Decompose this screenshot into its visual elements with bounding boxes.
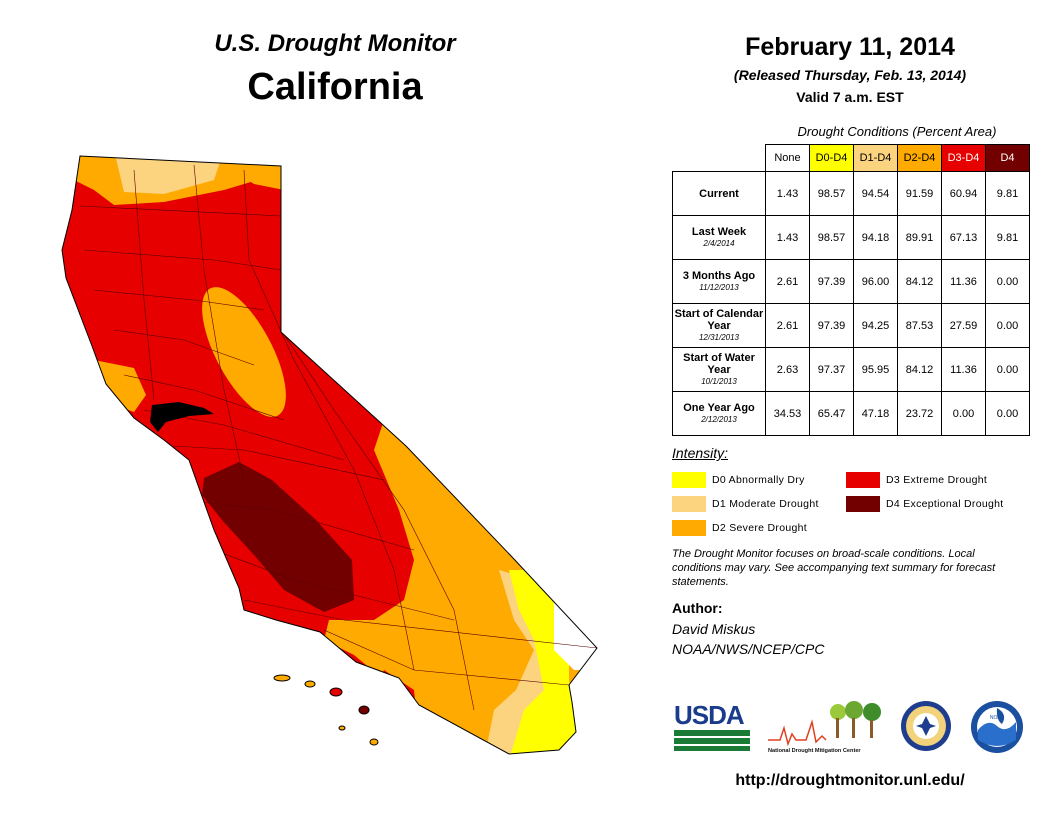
value-cell: 94.54 xyxy=(853,171,898,216)
value-cell: 2.61 xyxy=(765,303,810,348)
value-cell: 94.25 xyxy=(853,303,898,348)
channel-islands xyxy=(273,674,379,746)
value-cell: 91.59 xyxy=(897,171,942,216)
sf-bay xyxy=(150,402,214,432)
table-row: One Year Ago 2/12/2013 34.53 65.47 47.18 … xyxy=(672,391,1030,436)
d2-coast-region xyxy=(94,360,146,412)
website-url[interactable]: http://droughtmonitor.unl.edu/ xyxy=(735,772,965,789)
value-cell: 1.43 xyxy=(765,215,810,260)
author-org: NOAA/NWS/NCEP/CPC xyxy=(672,641,825,657)
value-cell: 0.00 xyxy=(985,259,1030,304)
col-header-d1-d4: D1-D4 xyxy=(853,144,898,172)
value-cell: 11.36 xyxy=(941,347,986,392)
value-cell: 97.39 xyxy=(809,259,854,304)
col-header-d0-d4: D0-D4 xyxy=(809,144,854,172)
table-header-row: None D0-D4 D1-D4 D2-D4 D3-D4 D4 xyxy=(673,144,1030,172)
legend-swatch-d4 xyxy=(846,496,880,512)
value-cell: 98.57 xyxy=(809,215,854,260)
legend-swatch-d2 xyxy=(672,520,706,536)
state-outline xyxy=(61,155,598,755)
value-cell: 65.47 xyxy=(809,391,854,436)
legend-swatch-d0 xyxy=(672,472,706,488)
svg-text:National Drought Mitigation Ce: National Drought Mitigation Center xyxy=(768,748,861,754)
state-title: California xyxy=(247,66,423,108)
value-cell: 97.37 xyxy=(809,347,854,392)
value-cell: 2.63 xyxy=(765,347,810,392)
table-row: Last Week 2/4/2014 1.43 98.57 94.18 89.91… xyxy=(672,215,1030,260)
legend-label-d1: D1 Moderate Drought xyxy=(712,498,819,510)
release-date: (Released Thursday, Feb. 13, 2014) xyxy=(733,67,967,83)
california-drought-map xyxy=(61,155,598,755)
table-row: Start of Calendar Year 12/31/2013 2.61 97… xyxy=(672,303,1030,348)
col-header-d4: D4 xyxy=(985,144,1030,172)
author-heading: Author: xyxy=(672,600,723,616)
row-label: Last Week 2/4/2014 xyxy=(672,215,766,260)
d4-region xyxy=(202,462,354,612)
usda-logo: USDA xyxy=(674,702,750,752)
legend-swatch-d3 xyxy=(846,472,880,488)
conditions-table: None D0-D4 D1-D4 D2-D4 D3-D4 D4 Current … xyxy=(672,144,1030,436)
conditions-title: Drought Conditions (Percent Area) xyxy=(797,124,997,139)
value-cell: 9.81 xyxy=(985,171,1030,216)
value-cell: 84.12 xyxy=(897,347,942,392)
row-label: Start of Water Year 10/1/2013 xyxy=(672,347,766,392)
value-cell: 96.00 xyxy=(853,259,898,304)
value-cell: 95.95 xyxy=(853,347,898,392)
value-cell: 89.91 xyxy=(897,215,942,260)
value-cell: 84.12 xyxy=(897,259,942,304)
value-cell: 0.00 xyxy=(985,347,1030,392)
row-label: One Year Ago 2/12/2013 xyxy=(672,391,766,436)
legend-title: Intensity: xyxy=(672,445,729,461)
valid-time: Valid 7 a.m. EST xyxy=(796,89,904,105)
d0-southeast-region xyxy=(509,570,594,754)
usda-logo-stripes xyxy=(674,730,750,736)
disclaimer-note: The Drought Monitor focuses on broad-sca… xyxy=(672,548,996,588)
row-label: Current xyxy=(672,171,766,216)
map-date: February 11, 2014 xyxy=(745,33,955,61)
value-cell: 11.36 xyxy=(941,259,986,304)
ndmc-logo: National Drought Mitigation Center xyxy=(768,701,881,754)
value-cell: 67.13 xyxy=(941,215,986,260)
value-cell: 0.00 xyxy=(985,303,1030,348)
author-name: David Miskus xyxy=(672,621,756,637)
value-cell: 87.53 xyxy=(897,303,942,348)
county-lines xyxy=(79,164,597,711)
col-header-d3-d4: D3-D4 xyxy=(941,144,986,172)
legend-label-d0: D0 Abnormally Dry xyxy=(712,474,805,486)
value-cell: 2.61 xyxy=(765,259,810,304)
col-header-none: None xyxy=(765,144,810,172)
monitor-title: U.S. Drought Monitor xyxy=(214,30,456,57)
row-label: 3 Months Ago 11/12/2013 xyxy=(672,259,766,304)
legend-label-d3: D3 Extreme Drought xyxy=(886,474,988,486)
commerce-seal-logo xyxy=(901,701,951,751)
header-blank-cell xyxy=(673,145,766,172)
legend-label-d2: D2 Severe Drought xyxy=(712,522,807,534)
svg-text:NOAA: NOAA xyxy=(990,715,1005,721)
value-cell: 27.59 xyxy=(941,303,986,348)
noaa-logo: NOAA xyxy=(971,701,1023,753)
value-cell: 47.18 xyxy=(853,391,898,436)
value-cell: 60.94 xyxy=(941,171,986,216)
legend-swatch-d1 xyxy=(672,496,706,512)
value-cell: 23.72 xyxy=(897,391,942,436)
value-cell: 98.57 xyxy=(809,171,854,216)
usda-logo-text: USDA xyxy=(674,700,745,730)
value-cell: 1.43 xyxy=(765,171,810,216)
legend-label-d4: D4 Exceptional Drought xyxy=(886,498,1004,510)
table-row: 3 Months Ago 11/12/2013 2.61 97.39 96.00 … xyxy=(672,259,1030,304)
value-cell: 97.39 xyxy=(809,303,854,348)
col-header-d2-d4: D2-D4 xyxy=(897,144,942,172)
value-cell: 9.81 xyxy=(985,215,1030,260)
value-cell: 0.00 xyxy=(985,391,1030,436)
table-row: Start of Water Year 10/1/2013 2.63 97.37 … xyxy=(672,347,1030,392)
value-cell: 34.53 xyxy=(765,391,810,436)
value-cell: 0.00 xyxy=(941,391,986,436)
table-row: Current 1.43 98.57 94.54 91.59 60.94 9.8… xyxy=(672,171,1030,216)
row-label: Start of Calendar Year 12/31/2013 xyxy=(672,303,766,348)
value-cell: 94.18 xyxy=(853,215,898,260)
d2-sierra-region xyxy=(202,287,286,417)
